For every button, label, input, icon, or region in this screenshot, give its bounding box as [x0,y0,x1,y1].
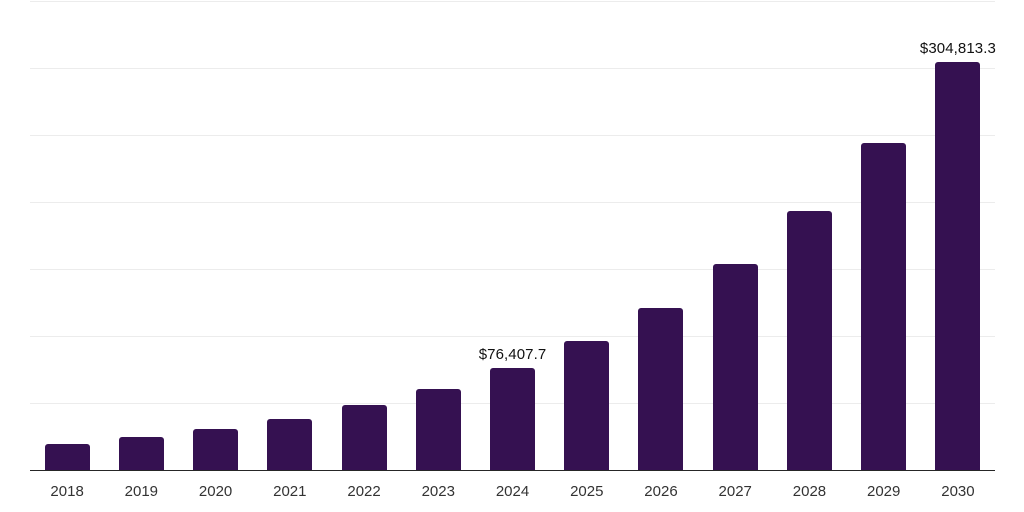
bar-2030 [935,61,981,470]
gridline [30,336,995,337]
bar-slot [178,1,252,470]
bar-2021 [267,418,313,470]
bar-series: $76,407.7 $304,813.3 [30,1,996,470]
bar-slot [30,1,104,470]
bar-slot [698,1,772,470]
bar-slot [550,1,624,470]
x-axis-label: 2030 [941,483,975,500]
bar-2026 [638,307,684,470]
gridline [30,1,995,2]
bar-slot [847,1,921,470]
bar-2022 [341,404,387,470]
bar-slot: $76,407.7 [475,1,549,470]
gridline [30,68,995,69]
gridline [30,269,995,270]
x-axis-label: 2028 [792,483,827,500]
x-axis-label: 2020 [198,483,233,500]
x-axis-label: 2024 [495,483,530,500]
bar-slot [104,1,178,470]
bar-2027 [712,263,758,470]
x-axis-label: 2021 [273,483,307,500]
bar-2020 [193,428,239,470]
bar-2023 [415,388,461,470]
bar-value-label: $76,407.7 [478,345,547,363]
bar-slot [772,1,846,470]
bar-slot [327,1,401,470]
x-axis-label: 2018 [50,483,84,500]
x-axis-label: 2022 [347,483,381,500]
bar-2018 [44,443,90,470]
x-axis: 2018 2019 2020 2021 2022 2023 2024 2025 2026 2027… [30,483,995,500]
x-axis-label: 2023 [421,483,455,500]
x-axis-label: 2027 [718,483,752,500]
plot-area: $76,407.7 $304,813.3 [30,1,996,471]
bar-2019 [118,436,164,470]
gridline [30,135,995,136]
bar-slot [624,1,698,470]
bar-slot: $304,813.3 [919,1,996,470]
bar-slot [401,1,475,470]
bar-value-label: $304,813.3 [919,39,996,57]
bar-slot [253,1,327,470]
gridline [30,202,995,203]
bar-2029 [861,142,907,470]
bar-2024 [490,367,536,470]
x-axis-label: 2029 [867,483,901,500]
x-axis-label: 2019 [124,483,159,500]
x-axis-label: 2026 [644,483,678,500]
bar-2028 [786,210,832,470]
x-axis-label: 2025 [570,483,604,500]
bar-2025 [564,340,610,470]
